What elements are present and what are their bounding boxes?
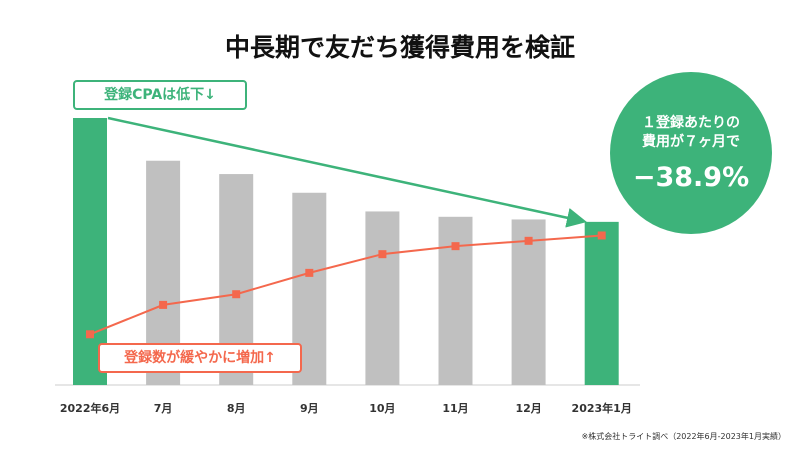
line-point <box>597 231 606 240</box>
x-tick-label: 12月 <box>515 402 541 415</box>
x-tick-label: 10月 <box>369 402 395 415</box>
line-point <box>305 268 314 277</box>
chart-title: 中長期で友だち獲得費用を検証 <box>224 33 575 62</box>
bar <box>511 219 546 385</box>
callout-line1: １登録あたりの <box>642 115 740 131</box>
line-point <box>524 236 533 245</box>
x-tick-label: 7月 <box>154 402 173 415</box>
source-note: ※株式会社トライト調べ（2022年6月-2023年1月実績） <box>581 432 787 441</box>
x-tick-label: 11月 <box>442 402 468 415</box>
x-tick-label: 8月 <box>227 402 246 415</box>
x-tick-label: 2023年1月 <box>572 401 632 415</box>
bar <box>365 211 400 385</box>
trend-arrow <box>107 116 587 228</box>
x-tick-label: 2022年6月 <box>60 401 120 415</box>
line-point <box>86 330 94 339</box>
line-point <box>378 250 387 259</box>
line-point <box>232 290 241 299</box>
reduction-callout: １登録あたりの 費用が７ヶ月で −38.9% <box>610 72 772 234</box>
bar <box>584 221 619 385</box>
callout-line2: 費用が７ヶ月で <box>642 134 740 150</box>
line-point <box>451 242 460 251</box>
bar <box>438 216 473 385</box>
x-tick-label: 9月 <box>300 402 319 415</box>
line-point <box>159 300 168 309</box>
count-line <box>89 234 602 336</box>
bar <box>73 118 107 385</box>
cpa-annotation: 登録CPAは低下↓ <box>73 80 247 110</box>
count-annotation: 登録数が緩やかに増加↑ <box>98 343 302 373</box>
callout-value: −38.9% <box>632 162 750 193</box>
